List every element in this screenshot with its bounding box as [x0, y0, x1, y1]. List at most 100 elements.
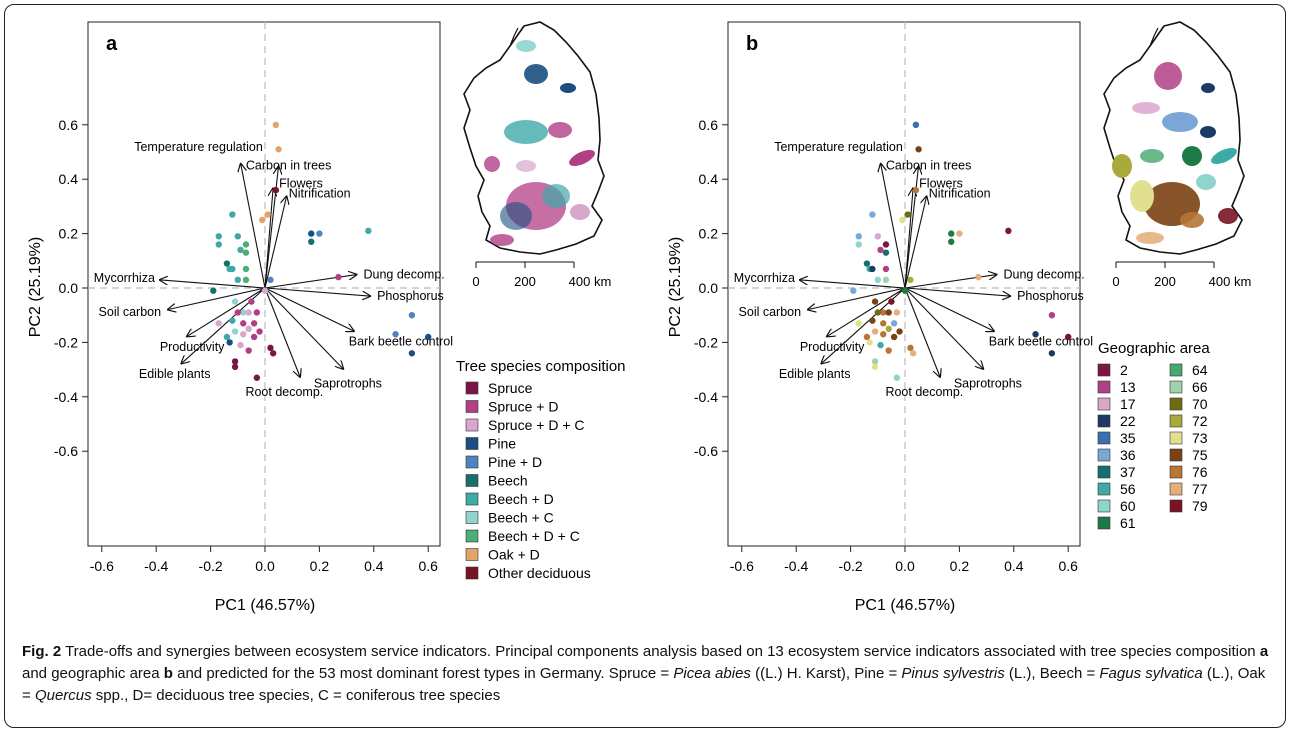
data-point [871, 358, 879, 365]
data-point [250, 333, 258, 341]
data-point [240, 320, 247, 327]
data-point [253, 374, 261, 381]
data-point [855, 320, 862, 327]
legend-swatch [465, 400, 479, 413]
data-point [1005, 227, 1012, 235]
data-point [885, 309, 892, 316]
legend-swatch [465, 455, 479, 469]
x-tick-label: -0.6 [90, 558, 114, 574]
scale-tick: 400 km [1209, 274, 1252, 289]
legend-swatch [1097, 465, 1111, 479]
x-tick-label: 0.2 [950, 558, 970, 574]
data-point [874, 309, 881, 316]
species-name: Quercus [34, 687, 92, 704]
x-tick-label: 0.6 [1058, 558, 1078, 574]
loading-label: Soil carbon [739, 305, 802, 319]
loading-label: Phosphorus [377, 289, 444, 303]
loading-label: Bark beetle control [349, 335, 453, 349]
legend-swatch [465, 492, 479, 506]
legend-label: 36 [1120, 447, 1136, 463]
panel-a: a PC1 (46.57%) PC2 (25.19%) -0.6 -0.4 -0.2… [27, 21, 626, 614]
legend-label: 79 [1192, 498, 1208, 514]
figure-svg: a PC1 (46.57%) PC2 (25.19%) -0.6 -0.4 -0.2… [27, 21, 1252, 614]
data-point [242, 241, 250, 248]
loading-label: Carbon in trees [246, 159, 331, 173]
legend-swatch [1169, 397, 1183, 411]
loading-arrow [264, 196, 287, 289]
loading-label: Edible plants [139, 367, 211, 381]
data-point [242, 265, 250, 273]
legend-label: Spruce + D + C [488, 417, 585, 433]
data-point [229, 211, 236, 218]
legend-swatch [1169, 414, 1183, 428]
loading-arrow [264, 287, 355, 332]
loading-arrow [264, 287, 371, 296]
data-point [240, 309, 247, 316]
y-tick-label: -0.2 [54, 334, 78, 350]
y-tick-label: 0.2 [699, 226, 719, 242]
data-point [893, 374, 901, 381]
legend-label: 37 [1120, 464, 1136, 480]
data-point [316, 230, 323, 237]
data-point [912, 121, 920, 128]
legend-swatch [1097, 380, 1111, 394]
data-point [885, 325, 892, 332]
data-point [261, 287, 269, 294]
germany-map-a: 0 200 400 km [463, 21, 611, 289]
data-point [882, 276, 890, 284]
data-point [231, 358, 239, 365]
loading-label: Temperature regulation [774, 140, 903, 154]
loading-label: Temperature regulation [134, 140, 263, 154]
loading-arrow [264, 187, 273, 289]
data-point [215, 320, 222, 327]
data-point [231, 298, 239, 305]
data-point [237, 341, 244, 349]
legend-swatch [1169, 380, 1183, 394]
y-tick-label: 0.6 [699, 117, 719, 133]
loading-label: Nitrification [289, 187, 351, 201]
loading-label: Mycorrhiza [734, 271, 795, 285]
data-point [975, 273, 982, 281]
scale-tick: 200 [1154, 274, 1176, 289]
data-point [869, 211, 876, 218]
caption-text: (L.), Oak = [22, 665, 1266, 704]
data-point [890, 333, 898, 341]
data-point [869, 317, 876, 324]
figure-label: Fig. 2 [22, 643, 62, 660]
loading-label: Dung decomp. [363, 267, 444, 281]
loading-arrow [904, 196, 927, 289]
figure-frame [4, 4, 1286, 728]
loading-arrow [904, 166, 919, 289]
loading-arrow [904, 274, 997, 289]
data-point [242, 276, 250, 284]
legend-label: 70 [1192, 396, 1208, 412]
data-point [1048, 312, 1056, 319]
legend-swatch [465, 548, 479, 561]
legend-swatch [1097, 516, 1111, 530]
loading-arrow [264, 274, 357, 289]
data-point [226, 339, 233, 346]
scale-tick: 0 [1112, 274, 1119, 289]
legend-label: Pine + D [488, 454, 542, 470]
data-point [890, 320, 898, 327]
data-point [210, 287, 217, 294]
data-point [240, 331, 247, 338]
y-tick-label: 0.6 [59, 117, 79, 133]
data-point [885, 347, 892, 354]
legend-label: 60 [1120, 498, 1136, 514]
data-point [215, 233, 222, 240]
loading-label: Productivity [800, 340, 865, 354]
data-point [425, 333, 432, 341]
legend-label: 77 [1192, 481, 1208, 497]
legend-label: 64 [1192, 362, 1208, 378]
caption-text: and geographic area [22, 665, 164, 682]
figure-caption: Fig. 2 Trade-offs and synergies between … [22, 641, 1272, 707]
x-tick-label: -0.4 [784, 558, 808, 574]
data-point [253, 309, 261, 316]
y-tick-label: -0.6 [54, 443, 78, 459]
data-point [248, 298, 255, 305]
data-point [234, 233, 241, 240]
legend-label: 66 [1192, 379, 1208, 395]
data-point [907, 276, 914, 284]
loading-arrow [904, 187, 913, 289]
